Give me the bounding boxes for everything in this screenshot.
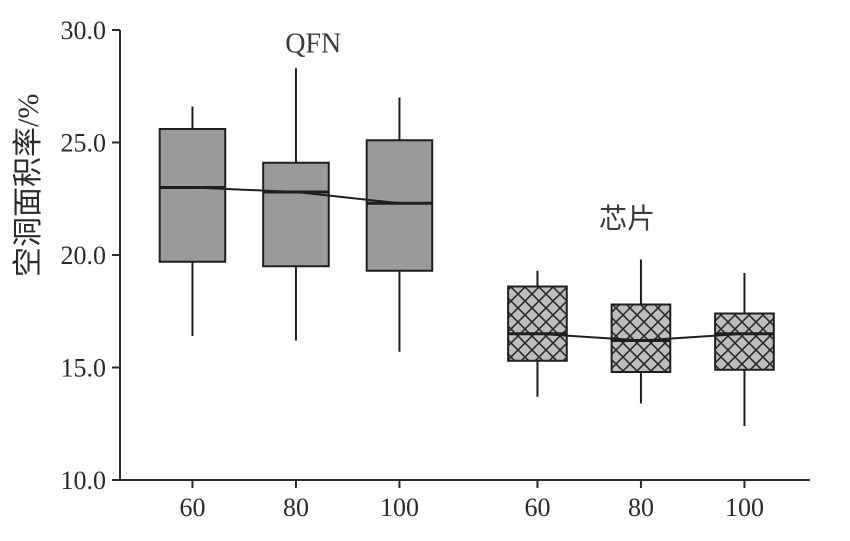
y-tick-label: 15.0 bbox=[61, 354, 107, 383]
chart-svg: 10.0 15.0 20.0 25.0 30.0 60 80 100 60 80 100 QFN 芯片 bbox=[0, 0, 850, 536]
y-tick-label: 20.0 bbox=[61, 241, 107, 270]
box bbox=[715, 314, 774, 370]
x-tick-label: 60 bbox=[524, 493, 550, 522]
x-tick-label: 100 bbox=[725, 493, 764, 522]
y-tick-label: 30.0 bbox=[61, 16, 107, 45]
y-tick-label: 10.0 bbox=[61, 466, 107, 495]
y-tick-label: 25.0 bbox=[61, 129, 107, 158]
x-tick-label: 80 bbox=[283, 493, 309, 522]
group-label: 芯片 bbox=[599, 203, 655, 235]
y-axis-label: 空洞面积率/% bbox=[3, 247, 47, 277]
x-tick-label: 80 bbox=[628, 493, 654, 522]
box bbox=[263, 163, 329, 267]
group-label: QFN bbox=[285, 29, 341, 60]
box bbox=[367, 140, 433, 271]
boxplot-chart: 空洞面积率/% 10.015.020.025.030.0608010060801… bbox=[0, 0, 850, 536]
x-tick-label: 60 bbox=[179, 493, 205, 522]
x-tick-label: 100 bbox=[380, 493, 419, 522]
box bbox=[160, 129, 226, 262]
box bbox=[508, 287, 567, 361]
